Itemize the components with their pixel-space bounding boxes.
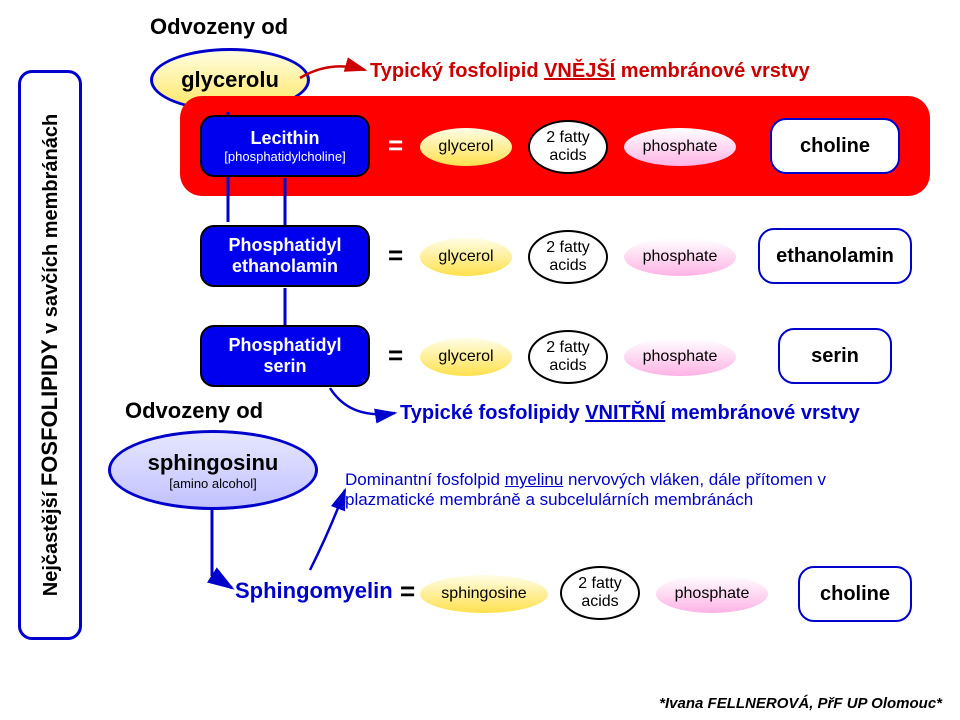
bubble-phosphate-3: phosphate	[624, 338, 736, 376]
bubble-phosphate-4: phosphate	[656, 575, 768, 613]
note-emph: myelinu	[505, 470, 564, 489]
sidebar-prefix: Nejčastější	[40, 486, 62, 596]
title-inner-b: membránové vrstvy	[665, 402, 860, 424]
sidebar-pill: Nejčastější FOSFOLIPIDY v savčích membrá…	[18, 70, 82, 640]
title-outer: Typický fosfolipid VNĚJŠÍ membránové vrs…	[370, 60, 810, 83]
eq-2: =	[388, 240, 403, 271]
bubble-choline-2: choline	[798, 566, 912, 622]
footer-credit: *Ivana FELLNEROVÁ, PřF UP Olomouc*	[659, 695, 942, 712]
title-outer-u: VNĚJŠÍ	[544, 60, 615, 82]
bubble-glycerol-2: glycerol	[420, 238, 512, 276]
bubble-phosphate-2: phosphate	[624, 238, 736, 276]
sphingosinu-label: sphingosinu	[148, 450, 279, 476]
note-a: Dominantní fosfolpid	[345, 470, 505, 489]
sphingomyelin-label: Sphingomyelin	[235, 578, 393, 604]
bubble-choline-1: choline	[770, 118, 900, 174]
header-odvozeny-1: Odvozeny od	[150, 14, 288, 40]
sidebar-accent: FOSFOLIPIDY	[37, 339, 62, 486]
bubble-fatty-3: 2 fatty acids	[528, 330, 608, 384]
sidebar-title: Nejčastější FOSFOLIPIDY v savčích membrá…	[37, 114, 63, 596]
title-outer-b: membránové vrstvy	[615, 60, 810, 82]
box-ps: Phosphatidyl serin	[200, 325, 370, 387]
ellipse-sphingosinu: sphingosinu [amino alcohol]	[108, 430, 318, 510]
lecithin-label: Lecithin	[250, 128, 319, 149]
eq-1: =	[388, 130, 403, 161]
bubble-fatty-2: 2 fatty acids	[528, 230, 608, 284]
box-lecithin: Lecithin [phosphatidylcholine]	[200, 115, 370, 177]
title-outer-a: Typický fosfolipid	[370, 60, 544, 82]
header-odvozeny-2: Odvozeny od	[125, 398, 263, 424]
title-inner-a: Typické fosfolipidy	[400, 402, 585, 424]
bubble-serin: serin	[778, 328, 892, 384]
title-inner-u: VNITŘNÍ	[585, 402, 665, 424]
bubble-fatty-1: 2 fatty acids	[528, 120, 608, 174]
bubble-ethanolamin: ethanolamin	[758, 228, 912, 284]
note-text: Dominantní fosfolpid myelinu nervových v…	[345, 470, 905, 510]
bubble-fatty-4: 2 fatty acids	[560, 566, 640, 620]
glycerolu-label: glycerolu	[181, 67, 279, 93]
bubble-phosphate-1: phosphate	[624, 128, 736, 166]
bubble-sphingosine: sphingosine	[420, 575, 548, 613]
sphingosinu-sub: [amino alcohol]	[169, 476, 256, 491]
box-pe: Phosphatidyl ethanolamin	[200, 225, 370, 287]
eq-3: =	[388, 340, 403, 371]
bubble-glycerol-1: glycerol	[420, 128, 512, 166]
bubble-glycerol-3: glycerol	[420, 338, 512, 376]
eq-4: =	[400, 576, 415, 607]
sidebar-suffix: v savčích membránách	[40, 114, 62, 340]
title-inner: Typické fosfolipidy VNITŘNÍ membránové v…	[400, 402, 860, 425]
lecithin-sub: [phosphatidylcholine]	[224, 149, 345, 164]
